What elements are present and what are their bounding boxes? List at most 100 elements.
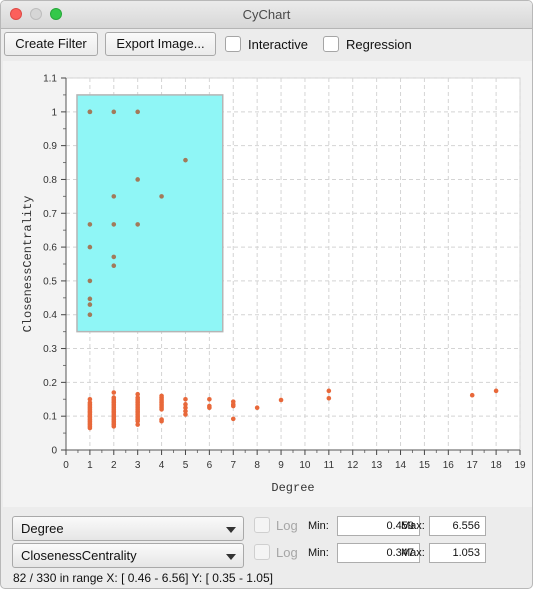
data-point: [183, 157, 188, 163]
data-point: [326, 388, 332, 394]
data-point: [183, 405, 188, 411]
x-axis-column-select[interactable]: Degree: [12, 516, 244, 541]
y-tick-label: 0.4: [43, 310, 57, 321]
data-point: [87, 296, 93, 302]
x-tick-label: 15: [419, 460, 431, 471]
y-tick-label: 0.5: [43, 276, 57, 287]
x-tick-label: 11: [324, 460, 335, 471]
data-point: [493, 388, 499, 394]
chevron-down-icon: [226, 527, 236, 533]
y-log-label: Log: [276, 545, 298, 560]
data-point: [111, 254, 117, 260]
y-axis-column-value: ClosenessCentrality: [21, 548, 137, 563]
data-point: [183, 396, 188, 402]
y-tick-label: 0.1: [43, 412, 57, 423]
x-min-label: Min:: [308, 520, 329, 532]
x-tick-label: 6: [207, 460, 213, 471]
data-point: [87, 425, 93, 431]
y-min-field[interactable]: 0.347: [337, 543, 420, 563]
y-max-field[interactable]: 1.053: [429, 543, 486, 563]
data-point: [135, 109, 140, 115]
data-point: [111, 109, 117, 115]
export-image-button[interactable]: Export Image...: [105, 32, 216, 56]
y-tick-label: 1.1: [43, 74, 57, 85]
close-window-button[interactable]: [10, 8, 22, 20]
x-axis-column-value: Degree: [21, 521, 64, 536]
scatter-chart[interactable]: 0 1 2 3 4 5 6 7 8 9 10 11 12 13 14 15 16 17 18 19 00.10.20.…: [3, 61, 532, 507]
data-point: [278, 397, 284, 403]
x-tick-label: 5: [183, 460, 189, 471]
data-point: [135, 422, 140, 427]
data-point: [207, 405, 212, 411]
y-tick-label: 0.6: [43, 243, 57, 254]
data-point: [469, 392, 475, 398]
y-tick-label: 0.3: [43, 344, 57, 355]
data-point: [87, 312, 93, 318]
data-point: [159, 194, 164, 199]
data-point: [135, 391, 140, 397]
x-min-field[interactable]: 0.459: [337, 516, 420, 536]
x-tick-label: 9: [278, 460, 284, 471]
data-point: [87, 109, 93, 115]
data-point: [230, 416, 236, 422]
data-point: [87, 222, 93, 227]
x-max-field[interactable]: 6.556: [429, 516, 486, 536]
minimize-window-button[interactable]: [30, 8, 42, 20]
x-tick-label: 0: [63, 460, 69, 471]
x-tick-label: 7: [230, 460, 236, 471]
data-point: [135, 418, 140, 424]
x-log-label: Log: [276, 518, 298, 533]
title-bar: CyChart: [1, 1, 532, 29]
create-filter-button[interactable]: Create Filter: [4, 32, 98, 56]
y-tick-label: 0.7: [43, 209, 57, 220]
x-tick-label: 18: [491, 460, 503, 471]
regression-checkbox[interactable]: [323, 36, 339, 52]
x-tick-labels: 0 1 2 3 4 5 6 7 8 9 10 11 12 13 14 15 16 17 18 19: [63, 460, 526, 471]
x-tick-label: 16: [443, 460, 455, 471]
x-tick-label: 3: [135, 460, 141, 471]
data-point: [111, 194, 117, 199]
data-point: [207, 396, 212, 402]
y-tick-label: 0.9: [43, 141, 57, 152]
data-point: [111, 263, 117, 268]
data-point: [135, 222, 140, 227]
data-point: [159, 418, 164, 424]
y-max-label: Max:: [401, 547, 425, 559]
selection-rectangle: [76, 94, 224, 333]
data-point: [111, 390, 117, 395]
data-point: [183, 408, 188, 414]
data-point: [326, 395, 332, 401]
data-point: [183, 412, 188, 417]
y-min-label: Min:: [308, 547, 329, 559]
chart-area[interactable]: 0 1 2 3 4 5 6 7 8 9 10 11 12 13 14 15 16 17 18 19 0 0.1 0.2 0.…: [3, 61, 532, 507]
chevron-down-icon: [226, 554, 236, 560]
maximize-window-button[interactable]: [50, 8, 62, 20]
x-tick-label: 17: [467, 460, 479, 471]
data-point: [254, 405, 260, 411]
interactive-checkbox[interactable]: [225, 36, 241, 52]
regression-label: Regression: [346, 37, 412, 52]
window-title: CyChart: [242, 7, 291, 22]
data-point: [87, 278, 93, 284]
y-tick-label: 0: [51, 446, 57, 457]
x-log-checkbox[interactable]: [254, 517, 270, 533]
data-point: [87, 396, 93, 402]
data-point: [159, 407, 164, 412]
x-max-label: Max:: [401, 520, 425, 532]
data-point: [183, 402, 188, 407]
y-tick-label: 0.2: [43, 378, 57, 389]
x-tick-label: 2: [111, 460, 117, 471]
data-point: [230, 403, 236, 409]
x-tick-label: 14: [395, 460, 407, 471]
y-log-checkbox[interactable]: [254, 544, 270, 560]
data-point: [111, 424, 117, 429]
data-points: [87, 109, 499, 431]
x-tick-label: 1: [87, 460, 93, 471]
x-tick-label: 4: [159, 460, 165, 471]
x-tick-label: 12: [347, 460, 359, 471]
x-tick-label: 10: [299, 460, 311, 471]
y-axis-column-select[interactable]: ClosenessCentrality: [12, 543, 244, 568]
x-tick-label: 8: [254, 460, 260, 471]
data-point: [135, 177, 140, 182]
